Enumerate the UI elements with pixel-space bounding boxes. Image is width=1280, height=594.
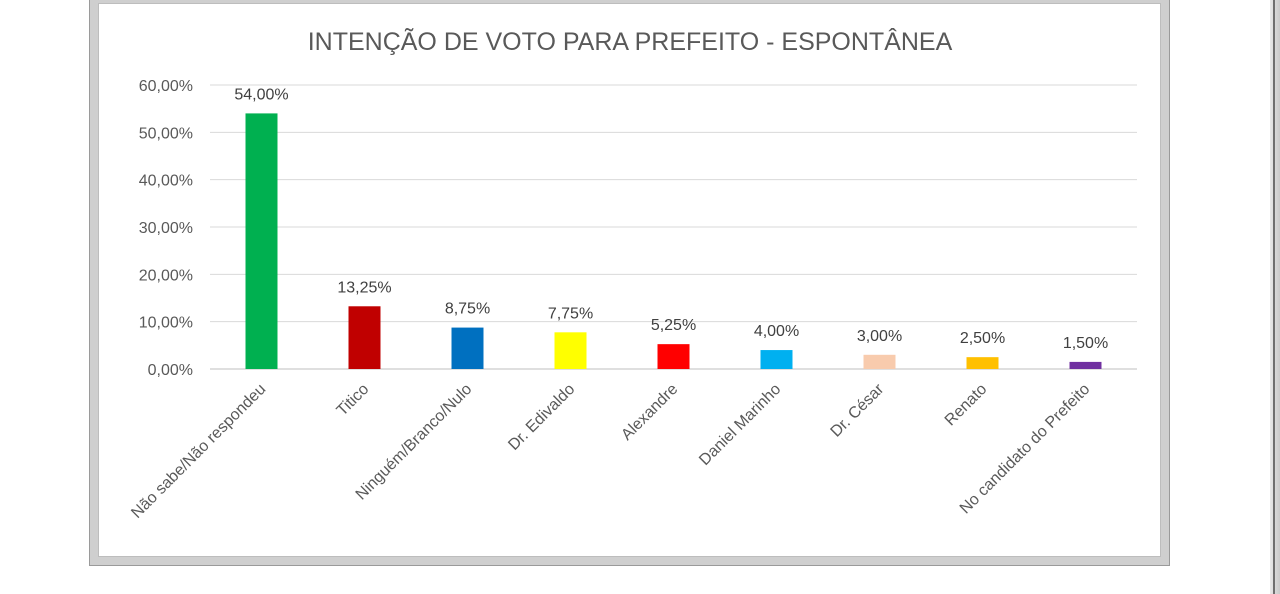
data-label: 8,75% bbox=[445, 301, 490, 318]
chart-title: INTENÇÃO DE VOTO PARA PREFEITO - ESPONTÂ… bbox=[308, 27, 953, 56]
data-label: 2,50% bbox=[960, 330, 1005, 347]
y-tick-label: 50,00% bbox=[139, 125, 193, 142]
y-tick-label: 10,00% bbox=[139, 315, 193, 332]
data-labels: 54,00% 13,25% 8,75% 7,75% 5,25% 4,00% 3,00% 2,5… bbox=[234, 86, 1108, 352]
x-tick-label: Dr. César bbox=[828, 380, 888, 440]
window-edge-line bbox=[1273, 0, 1275, 594]
data-label: 7,75% bbox=[548, 305, 593, 322]
bar bbox=[863, 354, 896, 369]
data-label: 3,00% bbox=[857, 328, 902, 345]
bar bbox=[760, 350, 793, 369]
bars bbox=[245, 113, 1102, 370]
x-tick-label: Ninguém/Branco/Nulo bbox=[353, 381, 476, 504]
x-tick-label: Alexandre bbox=[618, 381, 681, 444]
data-label: 4,00% bbox=[754, 323, 799, 340]
window-edge bbox=[1270, 0, 1280, 594]
x-tick-label: Titico bbox=[334, 381, 373, 420]
bar bbox=[1069, 361, 1102, 369]
data-label: 5,25% bbox=[651, 317, 696, 334]
bar bbox=[554, 332, 587, 369]
bar bbox=[966, 357, 999, 369]
bar bbox=[245, 113, 278, 370]
data-label: 54,00% bbox=[234, 86, 288, 103]
y-tick-label: 40,00% bbox=[139, 173, 193, 190]
x-tick-label: Daniel Marinho bbox=[696, 381, 784, 469]
data-label: 13,25% bbox=[337, 279, 391, 296]
data-label: 1,50% bbox=[1063, 335, 1108, 352]
x-axis-ticks: Não sabe/Não respondeu TiticoNinguém/Bran… bbox=[128, 380, 1093, 521]
y-tick-label: 20,00% bbox=[139, 267, 193, 284]
x-tick-label: Dr. Edivaldo bbox=[505, 381, 578, 454]
bar bbox=[451, 327, 484, 369]
y-tick-label: 60,00% bbox=[139, 78, 193, 95]
y-tick-label: 30,00% bbox=[139, 220, 193, 237]
bar bbox=[657, 344, 690, 369]
x-tick-label: Renato bbox=[942, 381, 991, 430]
x-tick-label: Não sabe/Não respondeu bbox=[128, 381, 269, 522]
y-axis-ticks: 0,00% 10,00% 20,00% 30,00% 40,00% 50,00% 60,00… bbox=[139, 78, 193, 379]
bar bbox=[348, 306, 381, 369]
y-tick-label: 0,00% bbox=[148, 362, 193, 379]
